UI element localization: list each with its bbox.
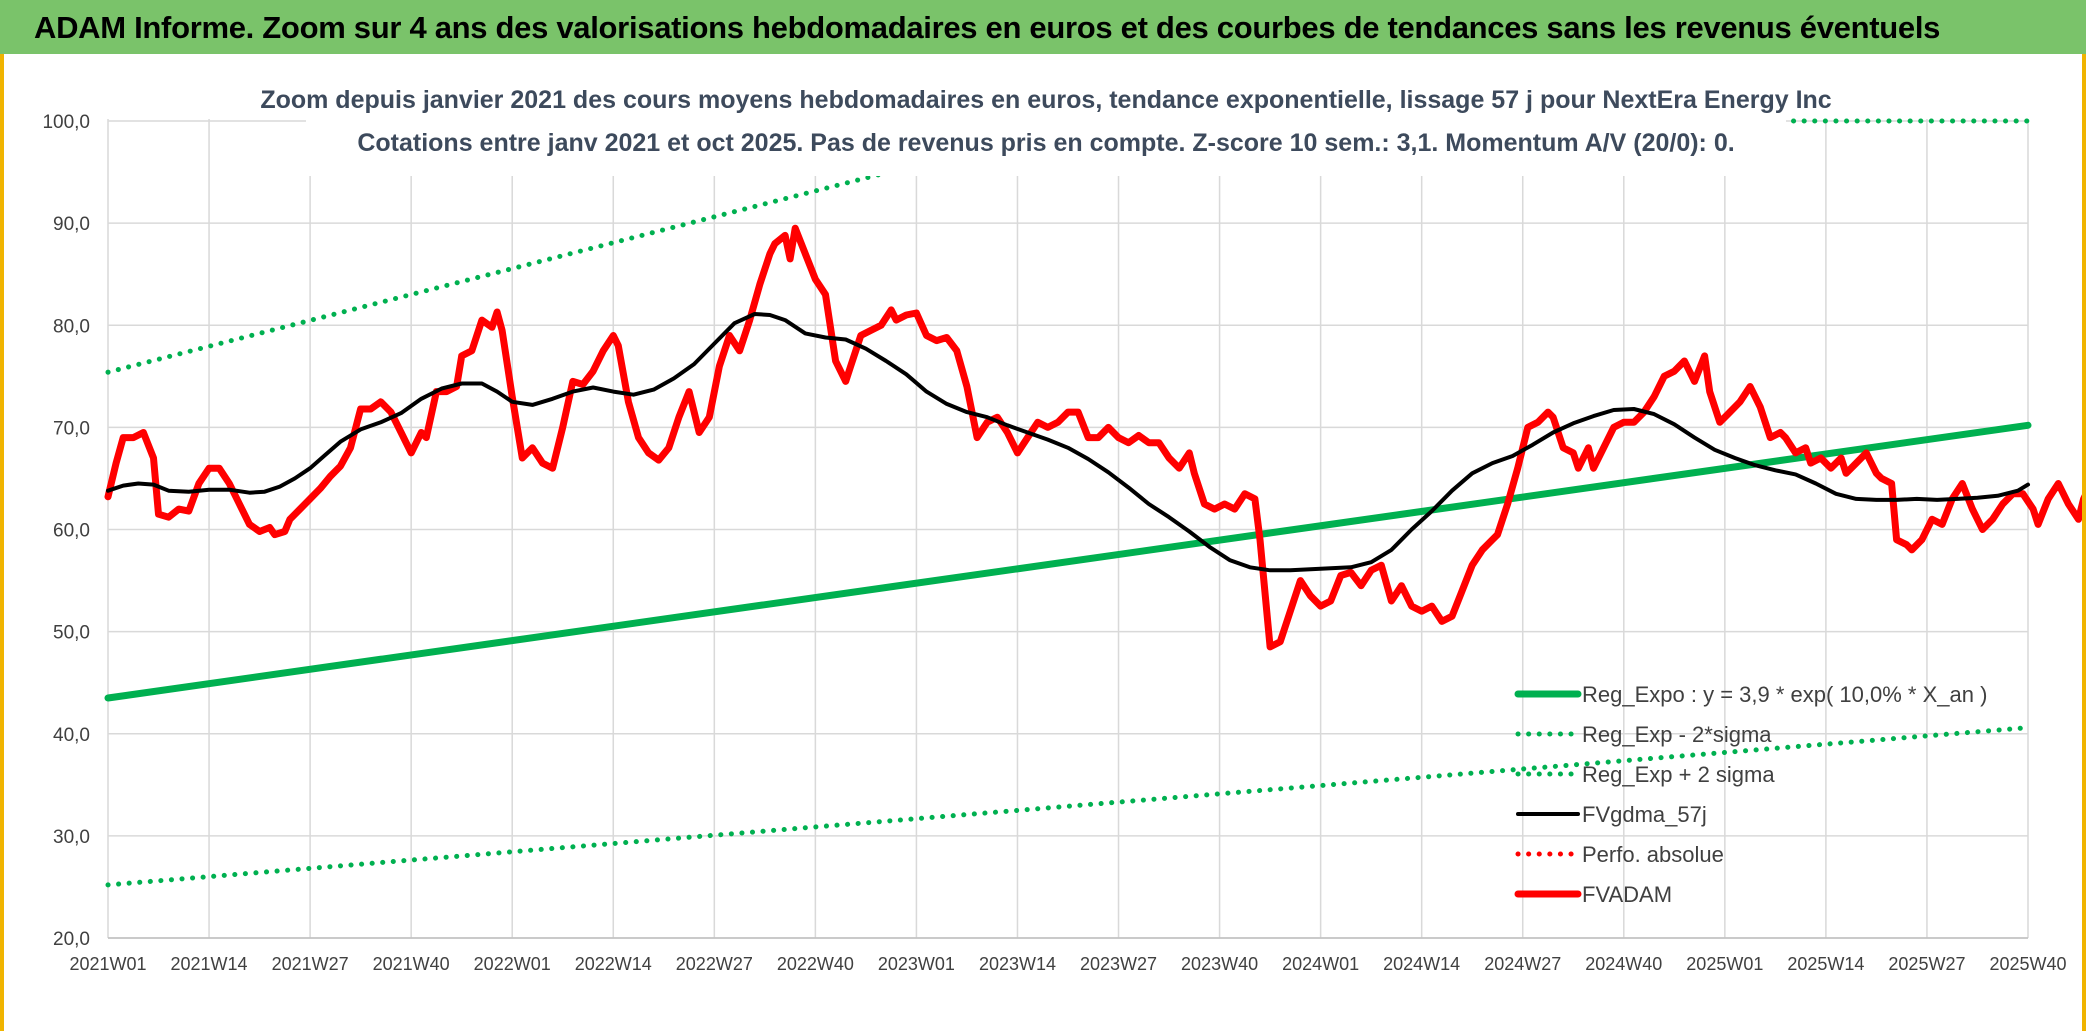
y-tick-label: 80,0: [53, 316, 90, 337]
x-tick-label: 2025W01: [1686, 954, 1763, 974]
legend-label-fvadam: FVADAM: [1582, 882, 1672, 907]
legend: Reg_Expo : y = 3,9 * exp( 10,0% * X_an )…: [1514, 682, 1987, 907]
x-tick-label: 2023W01: [878, 954, 955, 974]
y-tick-label: 30,0: [53, 827, 90, 848]
series-line-fvadam: [104, 224, 2082, 651]
chart-svg: 100,0 90,0 80,0 70,0 60,0 50,0 40,0 30,0 20,0 20…: [42, 82, 2082, 974]
x-axis-tick-labels: 2021W01 2021W14 2021W27 2021W40 2022W01 2022W…: [69, 954, 2066, 974]
x-tick-label: 2023W40: [1181, 954, 1258, 974]
report-header: ADAM Informe. Zoom sur 4 ans des valoris…: [0, 0, 2086, 54]
y-tick-label: 40,0: [53, 725, 90, 746]
y-tick-label: 70,0: [53, 418, 90, 439]
x-tick-label: 2024W14: [1383, 954, 1460, 974]
x-tick-label: 2023W27: [1080, 954, 1157, 974]
y-tick-label: 100,0: [42, 112, 90, 133]
x-tick-label: 2022W01: [474, 954, 551, 974]
x-tick-label: 2022W40: [777, 954, 854, 974]
x-tick-label: 2024W01: [1282, 954, 1359, 974]
series-line-reg-exp-2-sigma: [105, 118, 2031, 375]
x-tick-label: 2021W01: [69, 954, 146, 974]
title-background: [306, 82, 1786, 176]
legend-label-perfo-absolue: Perfo. absolue: [1582, 842, 1724, 867]
chart-frame: 100,0 90,0 80,0 70,0 60,0 50,0 40,0 30,0 20,0 20…: [0, 54, 2086, 1031]
y-tick-label: 60,0: [53, 521, 90, 542]
report-title: ADAM Informe. Zoom sur 4 ans des valoris…: [34, 10, 1941, 45]
x-tick-label: 2025W27: [1888, 954, 1965, 974]
series-line-reg-expo-y-3-9-exp-10-0-x-an: [104, 421, 2032, 702]
y-tick-label: 90,0: [53, 214, 90, 235]
x-tick-label: 2024W40: [1585, 954, 1662, 974]
y-tick-label: 50,0: [53, 623, 90, 644]
x-tick-label: 2022W14: [575, 954, 652, 974]
series-layer: [104, 118, 2082, 888]
legend-label-reg-expo-y-3-9-exp-10-0-x-an: Reg_Expo : y = 3,9 * exp( 10,0% * X_an ): [1582, 682, 1987, 707]
gridlines: [107, 119, 2029, 939]
y-tick-label: 20,0: [53, 929, 90, 950]
x-tick-label: 2021W14: [171, 954, 248, 974]
x-tick-label: 2021W40: [373, 954, 450, 974]
chart-subtitle: Cotations entre janv 2021 et oct 2025. P…: [357, 129, 1734, 157]
x-tick-label: 2024W27: [1484, 954, 1561, 974]
x-tick-label: 2025W40: [1989, 954, 2066, 974]
y-axis-tick-labels: 100,0 90,0 80,0 70,0 60,0 50,0 40,0 30,0 20,0: [42, 112, 90, 950]
legend-label-fvgdma-57j: FVgdma_57j: [1582, 802, 1707, 827]
x-tick-label: 2021W27: [272, 954, 349, 974]
legend-label-reg-exp-2-sigma: Reg_Exp - 2*sigma: [1582, 722, 1772, 747]
series-line-reg-exp-2-sigma: [105, 725, 2031, 888]
legend-label-reg-exp-2-sigma: Reg_Exp + 2 sigma: [1582, 762, 1775, 787]
x-tick-label: 2022W27: [676, 954, 753, 974]
x-tick-label: 2025W14: [1787, 954, 1864, 974]
chart-title: Zoom depuis janvier 2021 des cours moyen…: [260, 86, 1831, 114]
x-tick-label: 2023W14: [979, 954, 1056, 974]
series-line-fvgdma-57j: [106, 312, 2030, 573]
